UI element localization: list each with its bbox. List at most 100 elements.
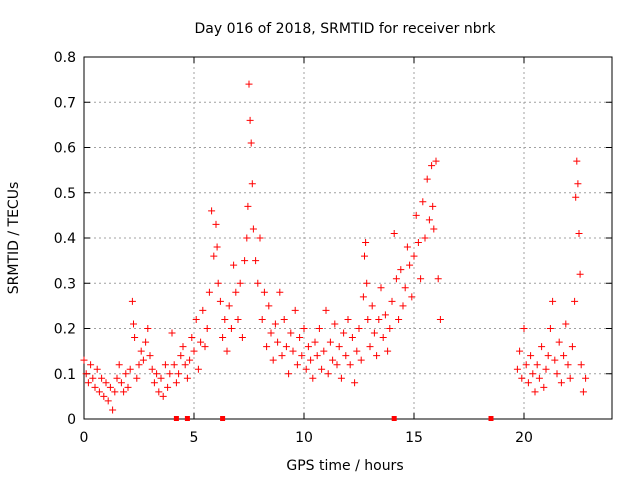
data-point bbox=[214, 279, 222, 287]
data-point bbox=[153, 370, 161, 378]
x-tick-label: 0 bbox=[80, 430, 89, 446]
data-point bbox=[175, 370, 183, 378]
data-point bbox=[363, 279, 371, 287]
data-point bbox=[194, 365, 202, 373]
data-point bbox=[260, 288, 268, 296]
data-point bbox=[130, 320, 137, 328]
x-axis: 0 5 10 15 20 bbox=[80, 57, 533, 446]
data-point bbox=[406, 261, 414, 269]
gap-marker bbox=[220, 416, 226, 421]
data-point bbox=[379, 334, 387, 342]
data-point bbox=[395, 315, 403, 323]
data-point bbox=[375, 315, 383, 323]
data-point bbox=[524, 379, 532, 387]
data-point bbox=[213, 243, 221, 251]
data-point bbox=[386, 325, 394, 332]
data-point bbox=[311, 338, 319, 346]
data-point bbox=[244, 202, 252, 210]
data-point bbox=[542, 365, 550, 373]
data-point bbox=[432, 157, 440, 165]
data-point bbox=[276, 288, 284, 296]
gap-marker bbox=[488, 416, 494, 421]
data-point bbox=[390, 229, 398, 237]
data-point bbox=[212, 220, 220, 228]
data-point bbox=[117, 379, 125, 387]
data-point bbox=[428, 162, 436, 170]
data-point bbox=[348, 334, 356, 342]
data-point bbox=[571, 297, 579, 305]
data-point bbox=[245, 80, 253, 88]
data-point bbox=[135, 361, 143, 369]
data-point bbox=[274, 338, 282, 346]
data-point bbox=[254, 279, 262, 287]
data-point bbox=[516, 347, 524, 355]
data-point bbox=[115, 361, 123, 369]
data-point bbox=[89, 374, 97, 382]
data-point bbox=[518, 374, 526, 382]
data-point bbox=[522, 361, 530, 369]
data-point bbox=[126, 365, 134, 373]
data-point bbox=[377, 284, 385, 292]
x-tick-label: 10 bbox=[295, 430, 313, 446]
data-point bbox=[329, 356, 337, 364]
data-point bbox=[80, 356, 88, 364]
data-point bbox=[579, 388, 587, 396]
data-point bbox=[531, 388, 539, 396]
data-point bbox=[271, 320, 279, 328]
data-point bbox=[384, 347, 392, 355]
data-point bbox=[203, 325, 211, 332]
data-point bbox=[293, 361, 301, 369]
data-point bbox=[318, 365, 326, 373]
data-point bbox=[421, 234, 429, 242]
data-point bbox=[309, 374, 317, 382]
data-point bbox=[564, 361, 572, 369]
data-point bbox=[331, 320, 339, 328]
data-point bbox=[340, 329, 348, 337]
data-point bbox=[190, 347, 198, 355]
data-point bbox=[408, 293, 416, 301]
data-point bbox=[577, 361, 585, 369]
data-point bbox=[533, 361, 541, 369]
data-point bbox=[566, 374, 574, 382]
data-point bbox=[373, 352, 381, 360]
data-point bbox=[357, 356, 365, 364]
data-point bbox=[102, 379, 110, 387]
data-point bbox=[95, 388, 103, 396]
data-point bbox=[307, 356, 315, 364]
y-tick-label: 0.2 bbox=[54, 322, 76, 338]
data-point bbox=[205, 288, 213, 296]
data-point bbox=[150, 379, 158, 387]
data-point bbox=[557, 379, 565, 387]
data-point bbox=[232, 288, 240, 296]
data-point bbox=[93, 365, 101, 373]
data-point bbox=[146, 352, 154, 360]
data-point bbox=[562, 320, 570, 328]
data-point bbox=[197, 338, 205, 346]
data-point bbox=[397, 266, 405, 274]
data-point bbox=[353, 347, 361, 355]
data-point bbox=[399, 302, 407, 310]
data-point bbox=[388, 297, 396, 305]
data-point bbox=[120, 388, 128, 396]
data-point bbox=[155, 388, 163, 396]
data-point bbox=[238, 334, 246, 342]
data-point bbox=[298, 352, 306, 360]
data-point bbox=[529, 370, 537, 378]
data-point bbox=[170, 361, 178, 369]
data-point bbox=[324, 370, 332, 378]
data-point bbox=[326, 338, 334, 346]
data-point bbox=[370, 329, 378, 337]
y-axis: 0 0.1 0.2 0.3 0.4 0.5 0.6 0.7 0.8 bbox=[54, 50, 612, 428]
data-point bbox=[333, 361, 341, 369]
data-point bbox=[573, 157, 581, 165]
data-point bbox=[527, 352, 535, 360]
data-point bbox=[248, 180, 256, 188]
data-point bbox=[247, 139, 255, 147]
data-point bbox=[249, 225, 257, 233]
data-point bbox=[364, 315, 372, 323]
data-point bbox=[302, 365, 310, 373]
data-point bbox=[188, 334, 196, 342]
data-point bbox=[425, 216, 433, 224]
data-point bbox=[555, 338, 563, 346]
data-point bbox=[300, 325, 308, 332]
